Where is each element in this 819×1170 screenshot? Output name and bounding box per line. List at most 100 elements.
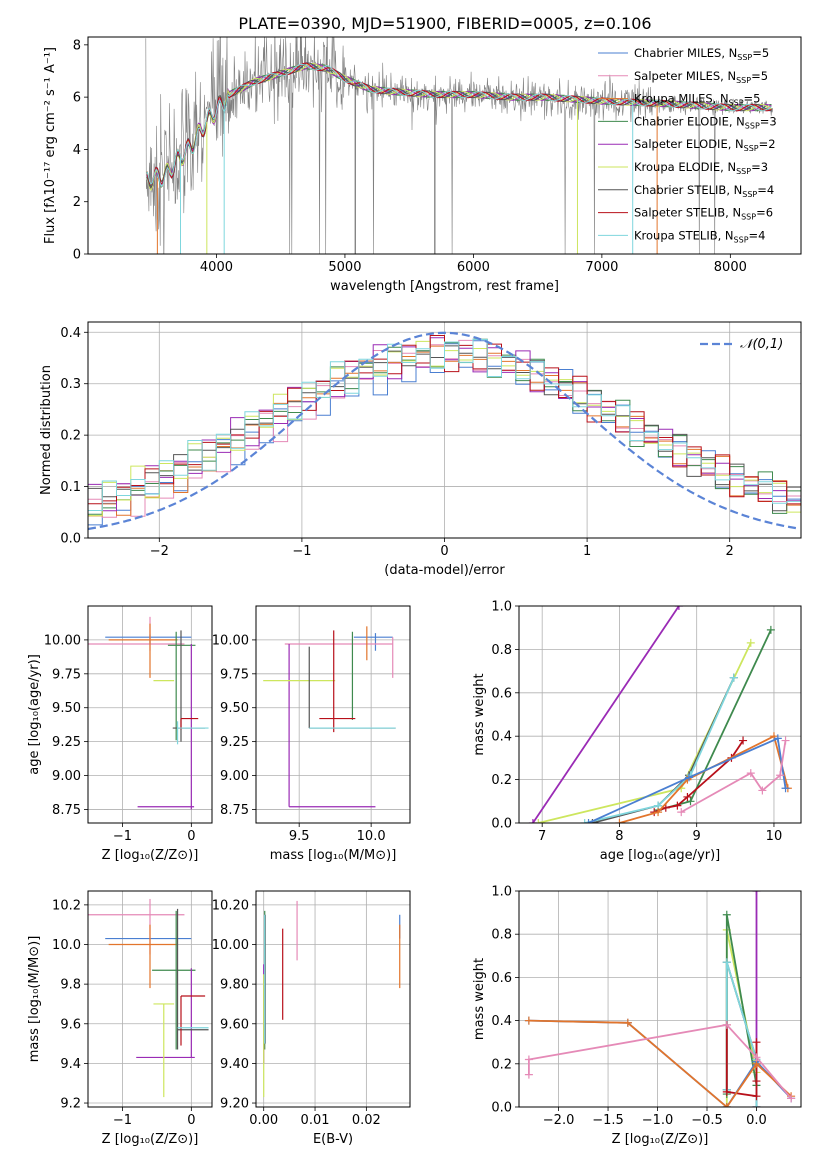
y-tick-label: 10.20	[212, 898, 249, 913]
weight-marker	[752, 1038, 761, 1047]
axes-frame	[255, 605, 411, 824]
y-tick-label: 1.0	[491, 600, 512, 615]
plot-area	[88, 616, 209, 810]
legend: Chabrier MILES, NSSP=5 Salpeter MILES, NS…	[598, 46, 777, 244]
plot-area	[88, 331, 801, 531]
weight-marker	[758, 786, 767, 795]
normal-curve	[88, 331, 799, 531]
y-tick-label: 0.6	[491, 971, 512, 986]
weight-marker	[722, 910, 731, 919]
legend-subscript: SSP	[736, 76, 751, 85]
panel-spectrum: 4000 5000 6000 7000 8000 0 2 4 6 8 wavelength [Ang…	[43, 36, 802, 294]
weight-line	[584, 677, 735, 823]
x-tick-label: 7000	[585, 260, 618, 275]
weight-marker	[673, 801, 682, 810]
y-tick-label: 0.8	[491, 643, 512, 658]
legend-label: Chabrier STELIB, NSSP=4	[634, 183, 774, 199]
weight-marker	[722, 1020, 731, 1029]
x-tick-label: 6000	[457, 260, 490, 275]
y-tick-label: 0.0	[491, 1101, 512, 1116]
y-tick-label: 1.0	[491, 885, 512, 900]
x-tick-label: 0.02	[352, 1113, 381, 1128]
weight-marker	[528, 819, 537, 823]
weight-marker	[615, 819, 624, 823]
y-tick-label: 0.0	[60, 532, 81, 547]
legend-value: =6	[756, 206, 773, 220]
legend-subscript: SSP	[745, 121, 760, 130]
weight-marker	[674, 606, 683, 610]
legend-label: Kroupa STELIB, NSSP=4	[634, 228, 765, 244]
weight-marker	[580, 819, 589, 823]
plot-area	[145, 37, 773, 254]
plot-area	[524, 891, 796, 1107]
legend-subscript: SSP	[741, 213, 756, 222]
weight-line	[538, 642, 752, 823]
legend-subscript: SSP	[729, 99, 744, 108]
y-axis-label: mass weight	[472, 673, 487, 755]
weight-marker	[524, 1016, 533, 1025]
axes-frame	[255, 890, 411, 1108]
weight-marker	[524, 1055, 533, 1064]
weight-marker	[766, 625, 775, 634]
x-tick-label: 10.0	[357, 829, 386, 844]
y-tick-label: 10.00	[212, 633, 249, 648]
y-tick-label: 0.2	[491, 773, 512, 788]
x-axis-label: age [log₁₀(age/yr)]	[600, 848, 721, 863]
y-tick-label: 2	[73, 195, 81, 210]
y-tick-label: 9.40	[220, 1057, 249, 1072]
weight-line	[653, 740, 744, 813]
panel-mass_vs_Z: −1 0 9.2 9.4 9.6 9.8 10.0 10.2 Z [log₁₀(Z/Z⊙)] ma…	[27, 890, 213, 1147]
y-tick-label: 8.75	[220, 803, 249, 818]
plot-area	[88, 898, 209, 1098]
y-tick-label: 4	[73, 143, 81, 158]
x-tick-label: 8	[615, 829, 623, 844]
weight-marker	[722, 958, 731, 967]
legend-label: 𝒩(0,1)	[740, 337, 783, 352]
legend-label: Kroupa ELODIE, NSSP=3	[634, 160, 768, 176]
y-tick-label: 9.60	[220, 1017, 249, 1032]
weight-marker	[752, 891, 761, 895]
legend-label: Salpeter MILES, NSSP=5	[634, 69, 768, 85]
model-line	[146, 62, 772, 186]
y-tick-label: 10.00	[212, 938, 249, 953]
legend-label: Chabrier MILES, NSSP=5	[634, 46, 769, 62]
legend-value: =5	[744, 92, 761, 106]
x-tick-label: −1	[113, 1113, 132, 1128]
weight-marker	[684, 773, 693, 782]
y-tick-label: 9.50	[220, 701, 249, 716]
x-tick-label: 2	[726, 544, 734, 559]
weight-line	[528, 1019, 792, 1107]
y-tick-label: 9.25	[52, 735, 81, 750]
x-tick-label: −2	[150, 544, 169, 559]
x-axis-label: E(B-V)	[313, 1132, 353, 1147]
weight-marker	[776, 771, 785, 780]
x-axis-label: Z [log₁₀(Z/Z⊙)]	[102, 1132, 199, 1147]
weight-line	[725, 929, 758, 1107]
y-tick-label: 9.75	[52, 667, 81, 682]
y-tick-label: 9.50	[52, 701, 81, 716]
model-line	[146, 64, 772, 188]
y-tick-label: 0.1	[60, 480, 81, 495]
x-tick-label: 0	[187, 829, 195, 844]
legend-value: =2	[759, 137, 776, 151]
y-tick-label: 8	[73, 38, 81, 53]
weight-marker	[677, 808, 686, 817]
y-tick-label: 0	[73, 248, 81, 263]
plot-area	[263, 626, 396, 808]
panel-age_vs_Z: −1 0 8.75 9.00 9.25 9.50 9.75 10.00 Z [log₁₀(Z/Z…	[27, 605, 213, 863]
y-axis-label: mass weight	[472, 958, 487, 1040]
x-tick-label: −2.0	[543, 1113, 575, 1128]
weight-marker	[584, 819, 593, 823]
y-tick-label: 9.25	[220, 735, 249, 750]
weight-line	[532, 606, 680, 823]
x-tick-label: 9.5	[289, 829, 310, 844]
weight-marker	[729, 673, 738, 682]
axes-frame	[87, 605, 213, 824]
weight-marker	[752, 1092, 761, 1101]
panel-weight_vs_Z: −2.0 −1.5 −1.0 −0.5 0.0 0.0 0.2 0.4 0.6 0.8 1.0 Z […	[472, 885, 802, 1147]
legend-label: Kroupa MILES, NSSP=5	[634, 92, 760, 108]
x-tick-label: 0	[187, 1113, 195, 1128]
y-tick-label: 0.2	[60, 429, 81, 444]
weight-marker	[752, 1077, 761, 1086]
weight-marker	[654, 808, 663, 817]
